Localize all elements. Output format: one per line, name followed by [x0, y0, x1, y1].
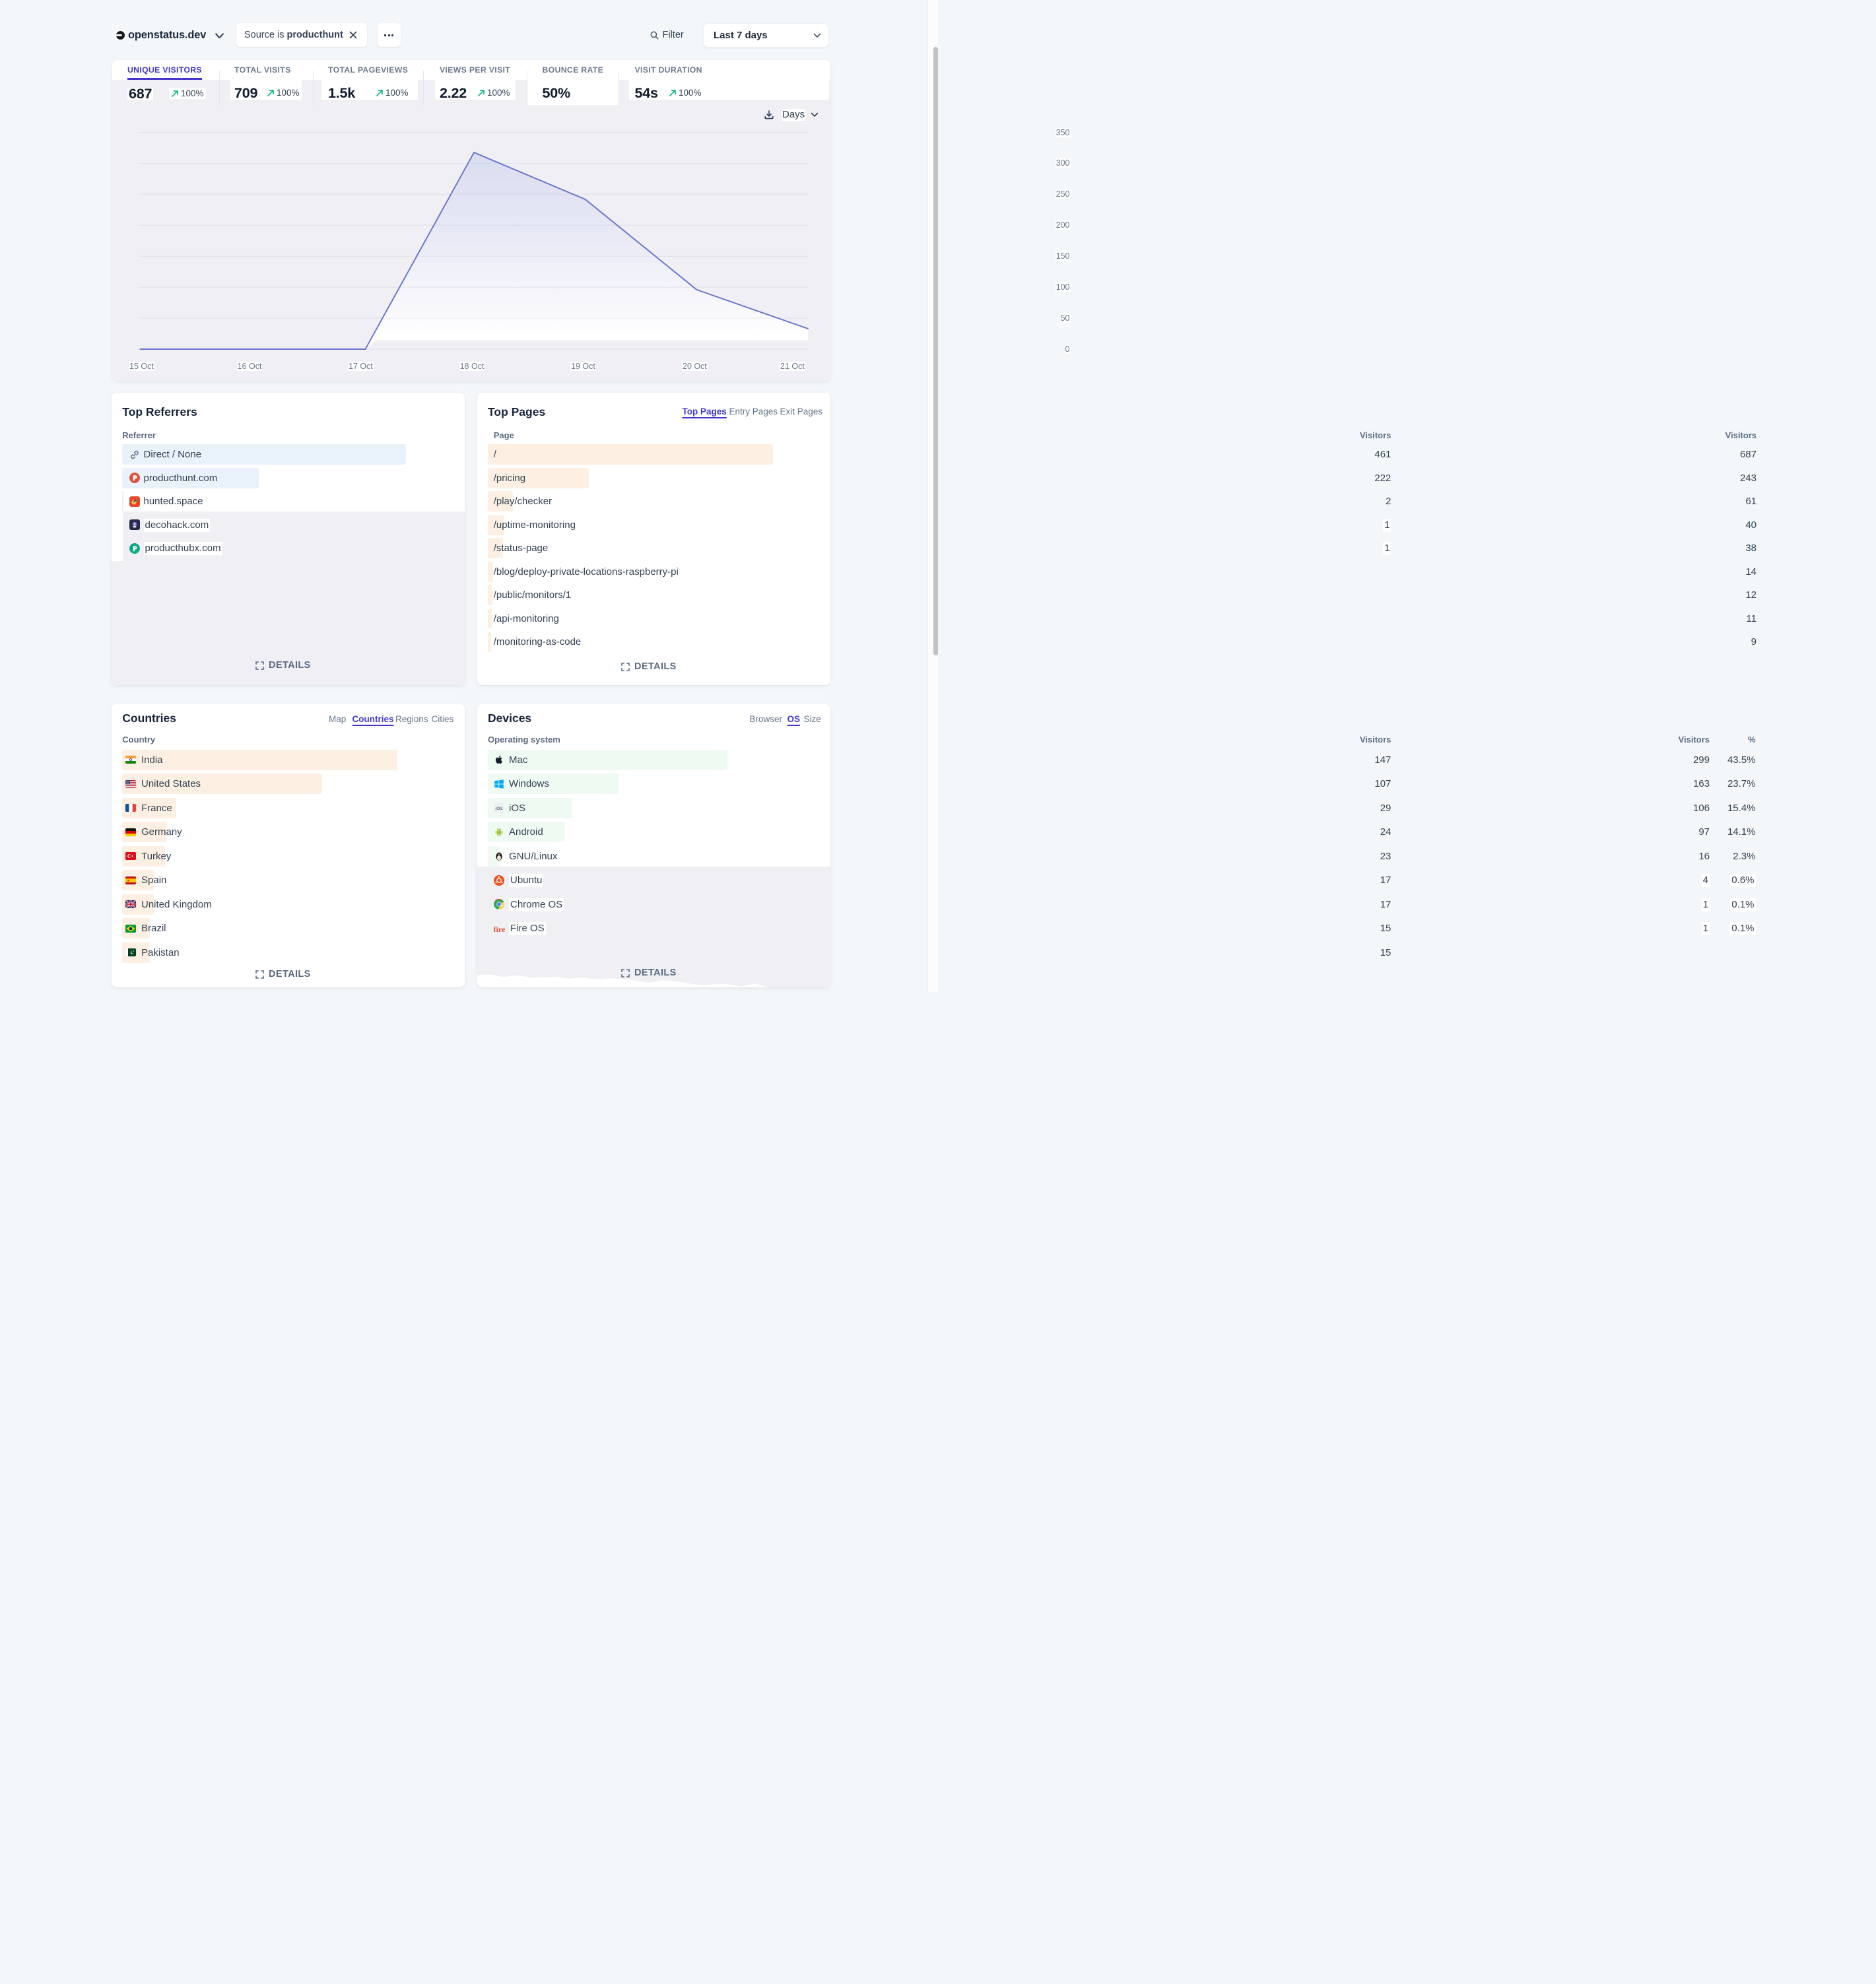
svg-text:iOS: iOS: [495, 807, 503, 811]
